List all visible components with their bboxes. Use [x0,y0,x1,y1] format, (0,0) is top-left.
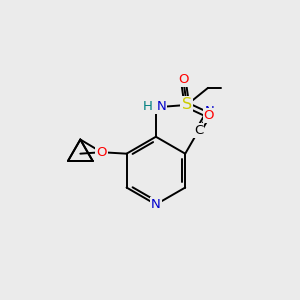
Text: N: N [205,105,214,118]
Text: O: O [178,74,188,86]
Text: N: N [156,100,166,113]
Text: C: C [194,124,203,137]
Text: N: N [151,198,161,211]
Text: S: S [182,98,192,112]
Text: O: O [96,146,107,159]
Text: H: H [143,100,153,113]
Text: O: O [204,109,214,122]
